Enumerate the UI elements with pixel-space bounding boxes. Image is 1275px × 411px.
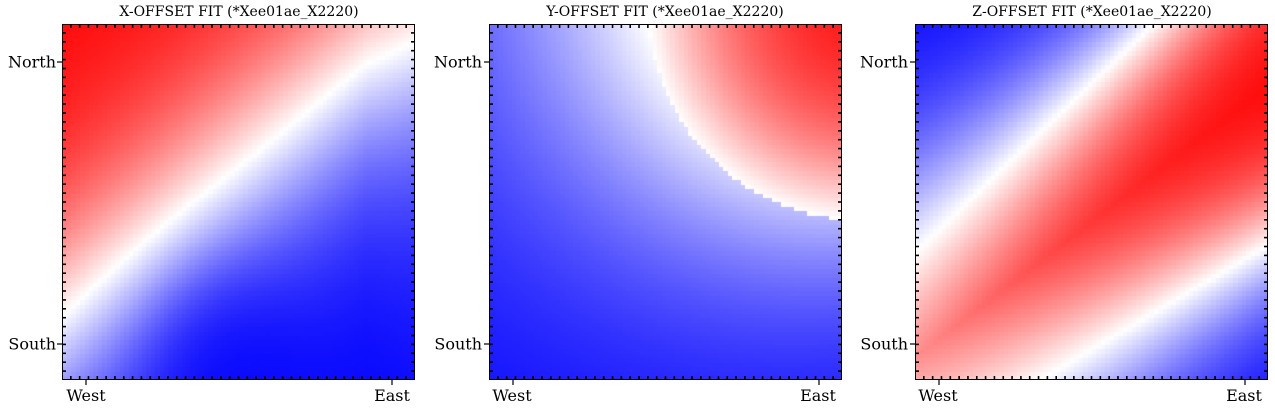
plot-area — [57, 24, 415, 385]
y-tick-label-north: North — [433, 52, 482, 72]
y-tick-label-south: South — [434, 334, 482, 354]
x-tick-label-west: West — [918, 386, 958, 405]
chart-panel-z-offset: Z-OFFSET FIT (*Xee01ae_X2220) North Sout… — [852, 0, 1275, 411]
x-tick-label-west: West — [66, 386, 106, 405]
x-tick-label-east: East — [374, 386, 410, 405]
chart-title: X-OFFSET FIT (*Xee01ae_X2220) — [119, 4, 359, 20]
chart-panel-y-offset: Y-OFFSET FIT (*Xee01ae_X2220) North Sout… — [426, 0, 851, 411]
heatmap-surface — [915, 24, 1268, 380]
axes-border — [915, 24, 1268, 380]
x-tick-label-east: East — [800, 386, 836, 405]
heatmap-surface — [489, 24, 842, 380]
x-tick-label-west: West — [492, 386, 532, 405]
chart-title: Z-OFFSET FIT (*Xee01ae_X2220) — [972, 4, 1212, 20]
y-tick-label-north: North — [7, 52, 56, 72]
axes-frame — [910, 24, 1268, 385]
y-tick-label-north: North — [859, 52, 908, 72]
plot-area — [910, 24, 1268, 385]
axes-frame — [484, 24, 842, 385]
axes-border — [489, 24, 842, 380]
x-tick-label-east: East — [1226, 386, 1262, 405]
plot-area — [484, 24, 842, 385]
axes-frame — [57, 24, 415, 385]
chart-panel-x-offset: X-OFFSET FIT (*Xee01ae_X2220) North Sout… — [0, 0, 425, 411]
chart-title: Y-OFFSET FIT (*Xee01ae_X2220) — [546, 4, 784, 20]
heatmap-surface — [62, 24, 415, 380]
y-tick-label-south: South — [8, 334, 56, 354]
y-tick-label-south: South — [860, 334, 908, 354]
axes-border — [62, 24, 415, 380]
